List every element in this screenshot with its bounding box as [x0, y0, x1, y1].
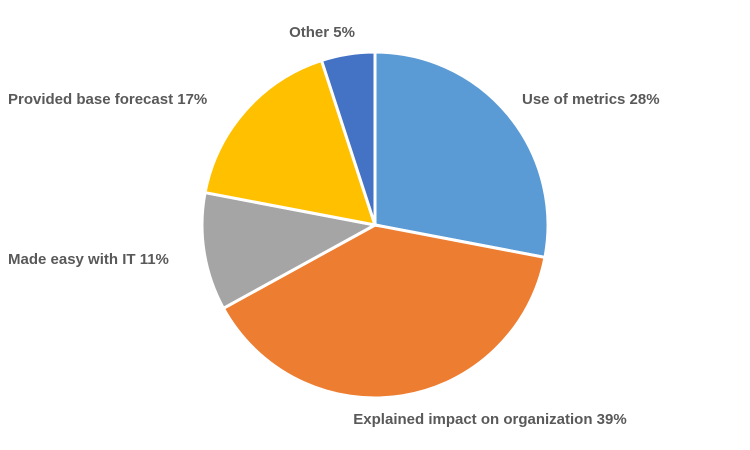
data-label-use-of-metrics: Use of metrics 28% — [522, 91, 660, 108]
pie-slice-other — [319, 50, 377, 226]
data-label-made-easy-with-it: Made easy with IT 11% — [8, 251, 169, 268]
pie-slice-explained-impact-on-organization — [221, 223, 547, 400]
data-label-explained-impact-on-organization: Explained impact on organization 39% — [353, 411, 626, 428]
pie-slice-use-of-metrics — [373, 50, 550, 260]
pie-slice-provided-base-forecast — [203, 58, 378, 227]
pie-slice-made-easy-with-it — [200, 190, 380, 311]
data-label-other: Other 5% — [289, 24, 355, 41]
pie-labels: Use of metrics 28% Explained impact on or… — [8, 24, 660, 428]
data-label-provided-base-forecast: Provided base forecast 17% — [8, 91, 207, 108]
pie-slices — [200, 50, 550, 400]
